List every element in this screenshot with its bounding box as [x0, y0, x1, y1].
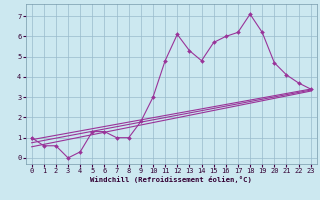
- X-axis label: Windchill (Refroidissement éolien,°C): Windchill (Refroidissement éolien,°C): [90, 176, 252, 183]
